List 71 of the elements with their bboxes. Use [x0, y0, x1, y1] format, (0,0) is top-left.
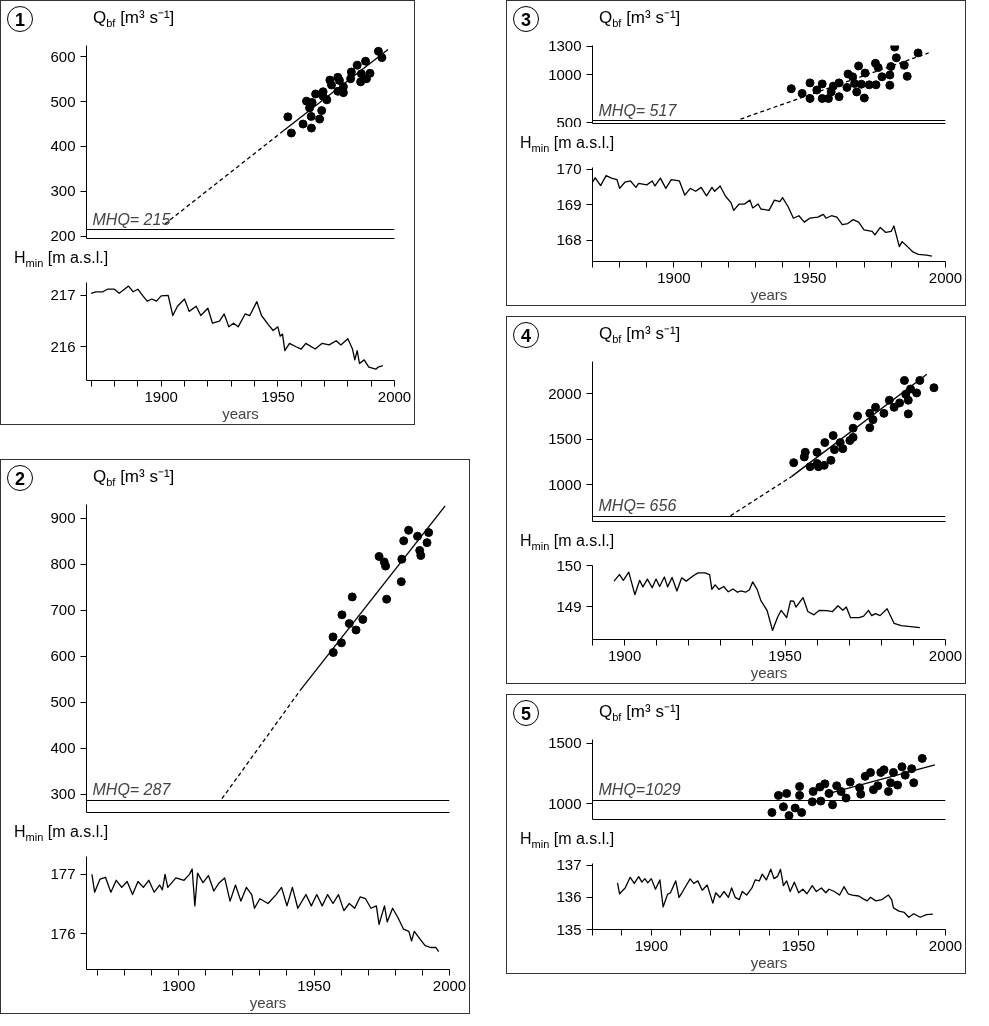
- x-tick-label: 1900: [144, 387, 178, 405]
- ref-line-label: MHQ= 517: [598, 101, 678, 119]
- x-tick-label: 1900: [161, 976, 196, 994]
- chart-title: 5: [520, 703, 531, 726]
- y-tick-label: 600: [50, 47, 76, 65]
- y-axis-title: H$_{min}$ [m a.s.l.]: [520, 829, 615, 853]
- chart-title: 4: [520, 325, 531, 348]
- chart-title: 3: [520, 9, 531, 32]
- x-tick-label: 1950: [793, 268, 827, 286]
- y-tick-label: 700: [50, 601, 76, 619]
- y-tick-label: 500: [50, 92, 76, 110]
- y-axis-title: H$_{min}$ [m a.s.l.]: [520, 133, 615, 157]
- ref-line-label: MHQ= 287: [92, 781, 172, 799]
- x-axis-title: years: [249, 993, 287, 1011]
- y-axis-title: Q$_{bf}$ [m³ s⁻¹]: [93, 7, 175, 32]
- y-axis-title: H$_{min}$ [m a.s.l.]: [14, 822, 109, 846]
- x-axis-title: years: [750, 953, 788, 971]
- y-tick-label: 1000: [548, 65, 582, 83]
- x-tick-label: 1900: [634, 936, 669, 954]
- y-tick-label: 500: [50, 693, 76, 711]
- y-tick-label: 1500: [548, 430, 582, 448]
- x-axis-title: years: [750, 663, 788, 681]
- y-tick-label: 900: [50, 509, 76, 527]
- x-axis-title: years: [750, 285, 788, 303]
- y-tick-label: 400: [50, 739, 76, 757]
- y-tick-label: 135: [556, 920, 582, 938]
- y-tick-label: 150: [556, 556, 582, 574]
- y-axis-title: H$_{min}$ [m a.s.l.]: [520, 531, 615, 555]
- y-tick-label: 217: [50, 286, 76, 304]
- y-tick-label: 170: [556, 160, 582, 178]
- y-axis-title: Q$_{bf}$ [m³ s⁻¹]: [599, 7, 681, 32]
- x-tick-label: 2000: [928, 646, 963, 664]
- y-tick-label: 169: [556, 195, 582, 213]
- y-tick-label: 216: [50, 337, 76, 355]
- x-tick-label: 1950: [781, 936, 816, 954]
- y-tick-label: 300: [50, 785, 76, 803]
- y-tick-label: 800: [50, 555, 76, 573]
- x-tick-label: 1950: [768, 646, 802, 664]
- y-tick-label: 600: [50, 647, 76, 665]
- ref-line-label: MHQ= 656: [598, 497, 677, 515]
- x-tick-label: 1950: [261, 387, 295, 405]
- x-tick-label: 1900: [607, 646, 642, 664]
- chart-title: 1: [14, 9, 25, 32]
- x-tick-label: 2000: [928, 936, 963, 954]
- y-tick-label: 136: [556, 888, 582, 906]
- x-tick-label: 1950: [297, 976, 331, 994]
- x-tick-label: 1900: [657, 268, 691, 286]
- ref-line-label: MHQ= 215: [92, 210, 171, 228]
- x-tick-label: 2000: [928, 268, 963, 286]
- y-tick-label: 137: [556, 856, 582, 874]
- y-tick-label: 300: [50, 182, 76, 200]
- y-tick-label: 1500: [548, 734, 582, 752]
- y-tick-label: 176: [50, 924, 76, 942]
- chart-title: 2: [14, 468, 25, 491]
- x-axis-title: years: [222, 404, 259, 422]
- y-tick-label: 177: [50, 865, 76, 883]
- y-tick-label: 400: [50, 137, 76, 155]
- x-tick-label: 2000: [377, 387, 412, 405]
- y-tick-label: 1300: [548, 37, 582, 55]
- y-axis-title: H$_{min}$ [m a.s.l.]: [14, 248, 109, 272]
- y-axis-title: Q$_{bf}$ [m³ s⁻¹]: [93, 466, 175, 491]
- y-axis-title: Q$_{bf}$ [m³ s⁻¹]: [599, 701, 681, 726]
- y-tick-label: 168: [556, 231, 582, 249]
- y-tick-label: 1000: [548, 794, 582, 812]
- x-tick-label: 2000: [432, 976, 467, 994]
- y-tick-label: 149: [556, 597, 582, 615]
- y-tick-label: 500: [556, 113, 582, 131]
- y-tick-label: 1000: [548, 475, 582, 493]
- y-axis-title: Q$_{bf}$ [m³ s⁻¹]: [599, 323, 681, 348]
- ref-line-label: MHQ=1029: [598, 781, 681, 799]
- y-tick-label: 200: [50, 227, 76, 245]
